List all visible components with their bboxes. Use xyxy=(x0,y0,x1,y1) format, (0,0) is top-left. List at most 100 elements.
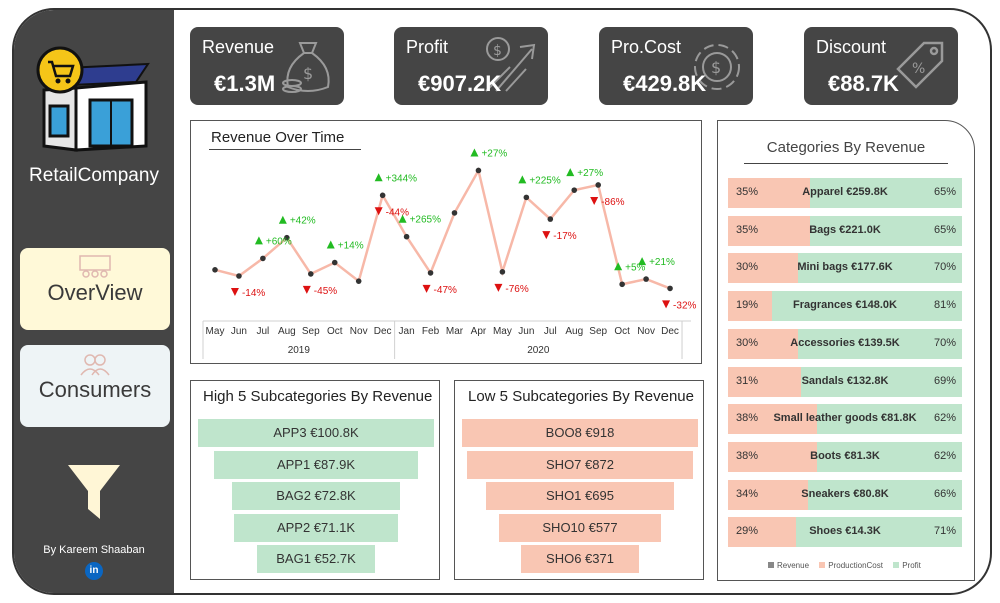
cost-percent: 29% xyxy=(736,525,759,538)
month-tick-label: Jun xyxy=(231,326,247,337)
change-annotation: -76% xyxy=(505,284,528,295)
kpi-discount-title: Discount xyxy=(816,37,887,57)
filter-icon[interactable] xyxy=(66,463,122,521)
kpi-revenue-value: €1.3M xyxy=(214,71,276,96)
kpi-discount-value: €88.7K xyxy=(828,71,899,96)
down-arrow-icon xyxy=(662,300,671,309)
nav-consumers-button[interactable]: Consumers xyxy=(20,345,170,427)
cost-share-bar xyxy=(728,215,810,246)
category-row: 34% Sneakers €80.8K 66% xyxy=(728,479,962,510)
up-arrow-icon xyxy=(566,168,575,177)
data-point xyxy=(595,182,601,188)
kpi-prodcost-value: €429.8K xyxy=(623,71,707,96)
category-label: Small leather goods €81.8K xyxy=(773,412,917,425)
category-row: 29% Shoes €14.3K 71% xyxy=(728,517,962,548)
category-row: 38% Boots €81.3K 62% xyxy=(728,441,962,472)
profit-percent: 70% xyxy=(933,261,956,274)
revenue-over-time-panel: Revenue Over Time 2019 2020 May Jun Jul Aug Se… xyxy=(190,120,702,364)
up-arrow-icon xyxy=(254,236,263,245)
change-annotation: -14% xyxy=(242,288,265,299)
svg-text:%: % xyxy=(912,61,925,77)
month-tick-label: Mar xyxy=(446,326,464,337)
change-annotation: +27% xyxy=(577,168,603,179)
discount-tag-icon: % xyxy=(896,41,944,89)
month-tick-label: Nov xyxy=(637,326,655,337)
money-bag-icon: $ xyxy=(282,42,330,93)
down-arrow-icon xyxy=(494,283,503,292)
nav-overview-button[interactable]: OverView xyxy=(20,248,170,330)
low5-bar: SHO1 €695 xyxy=(486,482,674,510)
month-tick-label: Jun xyxy=(518,326,534,337)
change-annotation: +27% xyxy=(481,148,507,159)
data-point xyxy=(212,266,218,273)
cost-share-bar xyxy=(728,328,799,359)
month-tick-label: Aug xyxy=(278,326,296,337)
month-tick-label: May xyxy=(206,326,225,337)
data-point xyxy=(643,276,649,282)
profit-percent: 62% xyxy=(933,449,956,462)
linkedin-icon[interactable]: in xyxy=(85,562,103,580)
change-annotation: -47% xyxy=(434,285,457,296)
data-point xyxy=(499,269,506,275)
change-annotation: +265% xyxy=(410,215,442,226)
kpi-prodcost-title: Pro.Cost xyxy=(611,37,682,57)
high5-bar: BAG1 €52.7K xyxy=(257,545,375,573)
month-tick-label: Sep xyxy=(589,326,607,337)
svg-text:$: $ xyxy=(493,43,502,59)
cost-share-bar xyxy=(728,291,773,322)
categories-title-underline xyxy=(744,163,948,164)
up-arrow-icon xyxy=(518,175,527,184)
down-arrow-icon xyxy=(422,284,431,293)
down-arrow-icon xyxy=(542,231,551,240)
svg-text:$: $ xyxy=(303,64,313,83)
cost-percent: 19% xyxy=(736,299,759,312)
category-label: Bags €221.0K xyxy=(809,223,881,236)
cost-percent: 38% xyxy=(736,449,759,462)
up-arrow-icon xyxy=(638,257,647,266)
category-label: Mini bags €177.6K xyxy=(797,261,893,274)
legend-revenue-label: Revenue xyxy=(777,561,810,570)
high5-panel: High 5 Subcategories By Revenue APP3 €10… xyxy=(190,380,440,580)
up-arrow-icon xyxy=(614,262,623,271)
people-icon xyxy=(79,255,111,278)
consumers-icon xyxy=(80,354,110,376)
month-tick-label: Dec xyxy=(374,326,392,337)
svg-text:$: $ xyxy=(711,58,721,77)
low5-bar: SHO7 €872 xyxy=(466,450,694,479)
cost-share-bar xyxy=(728,441,817,472)
data-point xyxy=(427,270,434,276)
month-tick-label: Apr xyxy=(471,326,487,337)
revenue-series-line xyxy=(214,167,671,290)
data-point xyxy=(619,281,625,288)
month-tick-label: Aug xyxy=(565,326,583,337)
high5-bar: APP1 €87.9K xyxy=(213,450,419,479)
month-tick-label: Dec xyxy=(661,326,679,337)
change-annotation: +21% xyxy=(649,257,675,268)
down-arrow-icon xyxy=(230,288,239,296)
category-label: Apparel €259.8K xyxy=(802,186,888,198)
kpi-discount-card: % Discount €88.7K xyxy=(804,27,958,105)
category-row: 35% Apparel €259.8K 65% xyxy=(728,178,962,208)
low5-bar: SHO6 €371 xyxy=(521,545,639,573)
cost-percent: 38% xyxy=(736,412,759,425)
change-annotation: +5% xyxy=(625,262,645,273)
category-row: 38% Small leather goods €81.8K 62% xyxy=(728,404,962,435)
change-annotation: +60% xyxy=(266,236,292,247)
change-annotation: -32% xyxy=(673,300,696,311)
data-point xyxy=(308,271,314,277)
cost-percent: 30% xyxy=(736,261,759,274)
category-row: 35% Bags €221.0K 65% xyxy=(728,215,962,246)
kpi-profit-card: $ Profit €907.2K xyxy=(394,27,548,105)
cost-cycle-icon: $ xyxy=(694,44,740,90)
legend-cost: ProductionCost xyxy=(819,561,883,570)
profit-percent: 62% xyxy=(933,412,956,425)
line-chart-title-underline xyxy=(209,149,361,150)
legend-cost-swatch xyxy=(819,562,826,568)
profit-percent: 66% xyxy=(933,487,956,500)
high5-bar: BAG2 €72.8K xyxy=(232,482,400,510)
nav-overview-label: OverView xyxy=(47,280,143,305)
month-tick-label: Oct xyxy=(327,326,343,337)
data-point xyxy=(260,255,266,262)
up-arrow-icon xyxy=(374,173,383,182)
kpi-revenue-title: Revenue xyxy=(202,37,275,57)
